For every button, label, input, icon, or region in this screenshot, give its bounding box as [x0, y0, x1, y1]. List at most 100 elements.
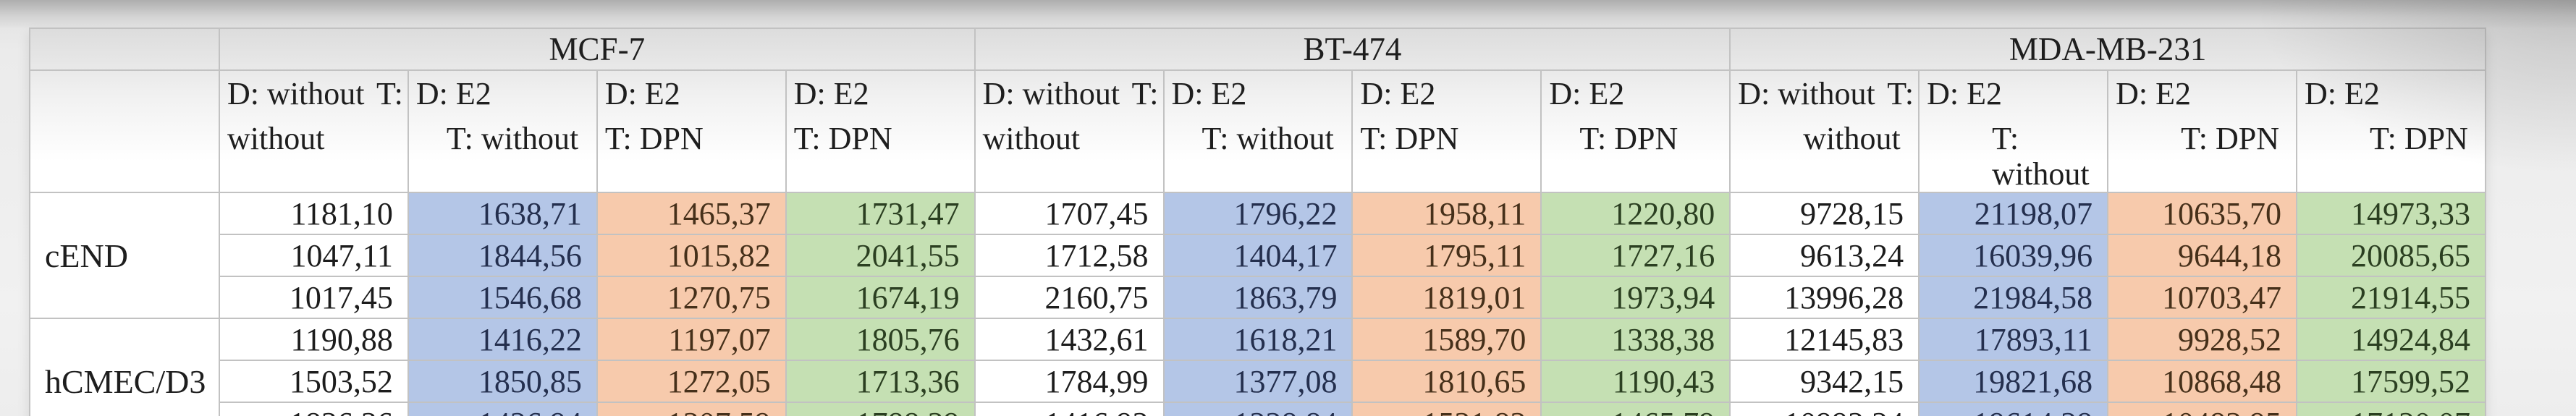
value-cell: 1589,70: [1351, 318, 1542, 362]
subheader-line2: without: [982, 121, 1081, 157]
value-cell: 10992,24: [1729, 402, 1920, 416]
value-cell: 21984,58: [1918, 276, 2109, 320]
subheader-line1: D: E2: [415, 76, 491, 111]
value-cell: 1465,37: [596, 192, 787, 236]
corner-cell-2: [29, 69, 220, 194]
value-cell: 1338,38: [1540, 318, 1731, 362]
value-cell: 1546,68: [407, 276, 598, 320]
value-cell: 1973,94: [1540, 276, 1731, 320]
value-cell: 1181,10: [219, 192, 409, 236]
value-cell: 10868,48: [2107, 360, 2297, 404]
value-cell: 1047,11: [219, 234, 409, 278]
value-cell: 1805,76: [785, 318, 976, 362]
value-cell: 1503,52: [219, 360, 409, 404]
value-cell: 9613,24: [1729, 234, 1920, 278]
subheader-mcf-7-col4: D: E2 T: DPN: [785, 69, 976, 194]
group-header-bt-474: BT-474: [974, 27, 1731, 71]
subheader-mcf-7-col2: D: E2 T: without: [407, 69, 598, 194]
subheader-line1: D: E2: [793, 76, 869, 111]
value-cell: 1270,75: [596, 276, 787, 320]
corner-cell: [29, 27, 220, 71]
subheader-line1: D: E2: [1171, 76, 1247, 111]
subheader-line2: T: DPN: [2181, 121, 2279, 157]
value-cell: 1850,85: [407, 360, 598, 404]
condition-header-row: D: without T: without D: E2 T: without D: E2 T…: [29, 69, 2487, 194]
value-cell: 1731,47: [785, 192, 976, 236]
value-cell: 1836,36: [219, 402, 409, 416]
group-header-row: MCF-7 BT-474 MDA-MB-231: [29, 27, 2486, 71]
value-cell: 10703,47: [2107, 276, 2297, 320]
subheader-line1: D: E2: [2116, 76, 2191, 111]
value-cell: 9928,52: [2107, 318, 2297, 362]
subheader-mda-mb-231-col3: D: E2 T: DPN: [2107, 69, 2297, 194]
subheader-mda-mb-231-col4: D: E2 T: DPN: [2295, 69, 2487, 194]
subheader-line2: without: [1803, 121, 1901, 157]
value-cell: 1844,56: [407, 234, 598, 278]
table-row-hcmec-d3-3: 1836,361426,941307,591788,391416,931228,…: [30, 402, 2487, 416]
value-cell: 1531,83: [1351, 402, 1542, 416]
value-cell: 20085,65: [2295, 234, 2487, 278]
subheader-mda-mb-231-col2: D: E2 T: without: [1918, 69, 2109, 194]
value-cell: 1618,21: [1162, 318, 1354, 362]
row-group-label-cend: cEND: [29, 192, 220, 320]
results-table-wrap: MCF-7 BT-474 MDA-MB-231 D: without T: with…: [29, 27, 2487, 416]
value-cell: 9728,15: [1729, 192, 1920, 236]
subheader-line2: without: [227, 121, 325, 157]
table-row-cend-1: cEND 1181,10 1638,71 1465,37 1731,47 1707,45 1…: [29, 192, 2487, 320]
value-cell: 1426,94: [407, 402, 598, 416]
value-cell: 14924,84: [2295, 318, 2487, 362]
value-cell: 16039,96: [1918, 234, 2109, 278]
subheader-bt-474-col1: D: without T: without: [974, 69, 1165, 194]
subheader-line2: T: without: [1202, 121, 1334, 157]
table-row-hcmec-d3-1: hCMEC/D3 1190,88 1416,22 1197,07 1805,76 1432…: [29, 318, 2487, 416]
value-cell: 13996,28: [1729, 276, 1920, 320]
group-header-mcf-7: MCF-7: [219, 27, 976, 71]
subheader-line2: T: DPN: [1579, 121, 1678, 157]
subheader-line2: T: without: [1992, 121, 2090, 192]
subheader-line2: T: DPN: [2369, 121, 2468, 157]
value-cell: 1416,22: [407, 318, 598, 362]
value-cell: 1190,88: [219, 318, 409, 362]
value-cell: 1015,82: [596, 234, 787, 278]
value-cell: 1638,71: [407, 192, 598, 236]
value-cell: 1197,07: [596, 318, 787, 362]
subheader-line2: T: DPN: [793, 121, 892, 157]
value-cell: 1432,61: [974, 318, 1165, 362]
value-cell: 17893,11: [1918, 318, 2109, 362]
subheader-line1: D: E2: [1927, 76, 2003, 111]
subheader-line1: D: without T:: [982, 76, 1159, 111]
value-cell: 14973,33: [2295, 192, 2487, 236]
table-row-cend-2: 1047,11 1844,56 1015,82 2041,55 1712,58 1404,…: [30, 234, 2487, 278]
value-cell: 1674,19: [785, 276, 976, 320]
subheader-line1: D: without T:: [227, 76, 403, 111]
value-cell: 1958,11: [1351, 192, 1542, 236]
subheader-line2: T: DPN: [1360, 121, 1459, 157]
value-cell: 9342,15: [1729, 360, 1920, 404]
value-cell: 9644,18: [2107, 234, 2297, 278]
value-cell: 1404,17: [1162, 234, 1354, 278]
value-cell: 1377,08: [1162, 360, 1354, 404]
value-cell: 10635,70: [2107, 192, 2297, 236]
value-cell: 12145,83: [1729, 318, 1920, 362]
table-row-cend-3: 1017,45 1546,68 1270,75 1674,19 2160,75 1863,…: [30, 276, 2487, 320]
value-cell: 21198,07: [1918, 192, 2109, 236]
subheader-mcf-7-col3: D: E2 T: DPN: [596, 69, 787, 194]
value-cell: 17599,52: [2295, 360, 2487, 404]
value-cell: 1190,43: [1540, 360, 1731, 404]
value-cell: 1017,45: [219, 276, 409, 320]
subheader-bt-474-col3: D: E2 T: DPN: [1351, 69, 1542, 194]
subheader-mda-mb-231-col1: D: without T: without: [1729, 69, 1920, 194]
value-cell: 21914,55: [2295, 276, 2487, 320]
subheader-line2: T: DPN: [604, 121, 704, 157]
value-cell: 19821,68: [1918, 360, 2109, 404]
value-cell: 2041,55: [785, 234, 976, 278]
table-row-hcmec-d3-2: 1503,52 1850,85 1272,05 1713,36 1784,99 1377,…: [30, 360, 2487, 404]
value-cell: 1713,36: [785, 360, 976, 404]
subheader-bt-474-col4: D: E2 T: DPN: [1540, 69, 1731, 194]
cell-line-results-table: MCF-7 BT-474 MDA-MB-231 D: without T: with…: [29, 27, 2487, 416]
value-cell: 1712,58: [974, 234, 1165, 278]
subheader-line2: T: without: [446, 121, 579, 157]
value-cell: 1228,84: [1162, 402, 1354, 416]
subheader-line1: D: E2: [604, 76, 680, 111]
value-cell: 1220,80: [1540, 192, 1731, 236]
